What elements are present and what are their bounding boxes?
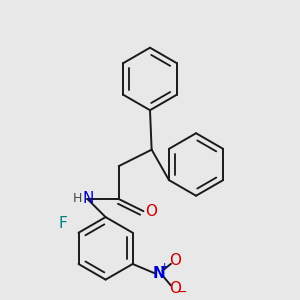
Text: F: F <box>58 216 67 231</box>
Text: H: H <box>73 192 82 205</box>
Text: N: N <box>82 191 94 206</box>
Text: −: − <box>177 286 188 299</box>
Text: O: O <box>169 253 181 268</box>
Text: +: + <box>160 262 169 272</box>
Text: O: O <box>169 281 181 296</box>
Text: O: O <box>145 204 157 219</box>
Text: N: N <box>153 266 165 280</box>
